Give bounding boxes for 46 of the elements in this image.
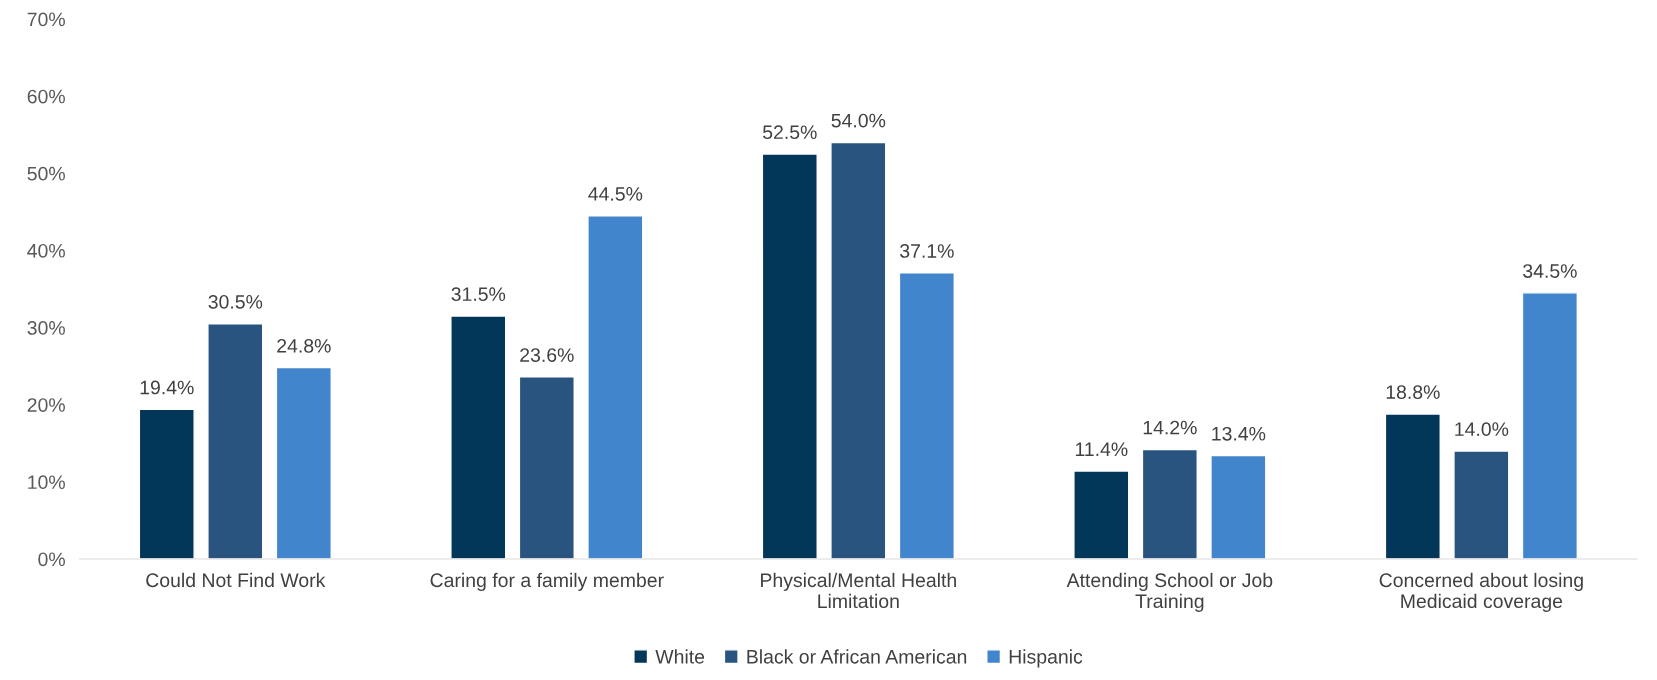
y-tick-label: 30% — [27, 321, 65, 335]
data-label: 14.0% — [1455, 422, 1509, 437]
data-label: 14.2% — [1143, 420, 1197, 435]
bar — [761, 153, 818, 559]
bar — [1073, 470, 1130, 559]
x-tick-label: Physical/Mental Health Limitation — [761, 572, 956, 609]
x-tick-label: Attending School or Job Training — [1066, 572, 1273, 612]
data-label: 30.5% — [208, 294, 263, 309]
x-tick-label: Could Not Find Work — [146, 572, 326, 588]
bar — [1384, 413, 1441, 559]
bar — [830, 141, 887, 559]
x-tick-label: Caring for a family member — [430, 572, 664, 591]
y-tick-label: 70% — [27, 12, 65, 27]
legend-label: Black or African American — [747, 649, 967, 664]
bar — [1141, 448, 1198, 559]
data-label: 13.4% — [1212, 426, 1266, 441]
bar — [898, 272, 955, 559]
legend-label: Hispanic — [1009, 649, 1083, 668]
data-label: 52.5% — [763, 125, 817, 140]
bar — [207, 323, 264, 559]
y-tick-label: 60% — [27, 89, 65, 104]
y-tick-label: 0% — [38, 552, 65, 567]
bar — [1210, 454, 1267, 559]
bar — [138, 408, 195, 559]
legend-label: White — [655, 649, 705, 664]
data-label: 54.0% — [831, 113, 886, 128]
data-label: 19.4% — [140, 380, 194, 395]
data-label: 23.6% — [520, 348, 574, 362]
y-tick-label: 10% — [28, 475, 65, 490]
y-tick-label: 50% — [27, 166, 65, 181]
data-label: 31.5% — [451, 287, 506, 302]
bar — [1521, 292, 1578, 559]
data-label: 24.8% — [277, 338, 331, 353]
bar — [518, 376, 575, 559]
data-label: 11.4% — [1075, 442, 1128, 456]
data-label: 44.5% — [588, 187, 643, 201]
bar — [587, 215, 644, 559]
y-tick-label: 20% — [27, 398, 65, 412]
bar — [1453, 450, 1510, 559]
bar — [275, 366, 332, 559]
data-label: 37.1% — [900, 244, 954, 258]
data-label: 34.5% — [1523, 264, 1577, 278]
x-tick-label: Concerned about losing Medicaid coverage — [1379, 572, 1583, 612]
y-tick-label: 40% — [27, 243, 65, 258]
data-label: 18.8% — [1386, 385, 1440, 399]
bar — [450, 315, 507, 559]
